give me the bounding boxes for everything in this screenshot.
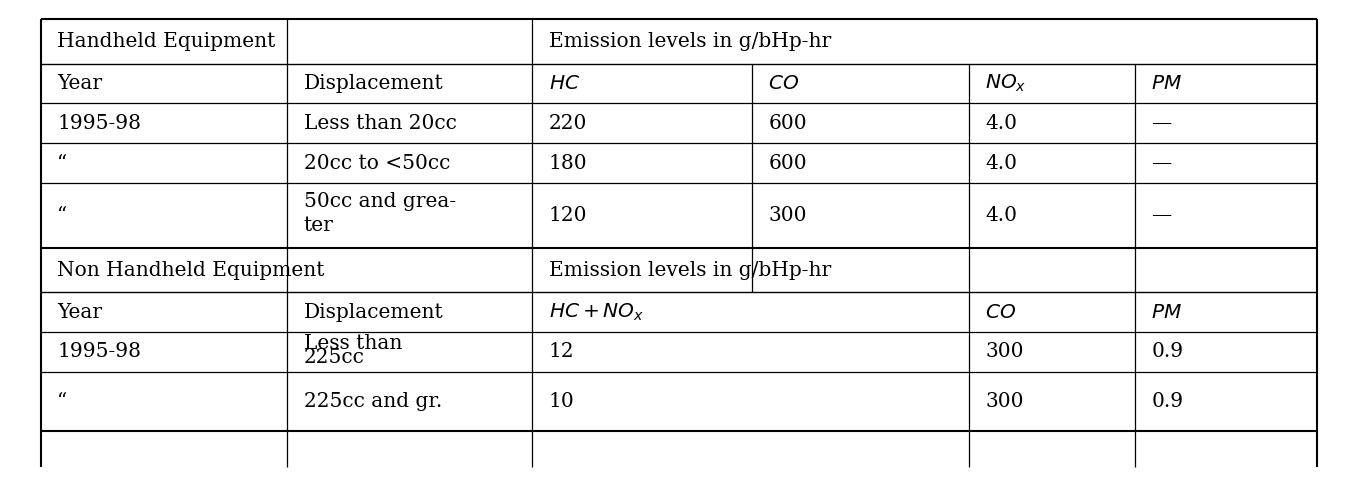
Text: “: “ xyxy=(57,154,68,173)
Text: 20cc to <50cc: 20cc to <50cc xyxy=(304,154,449,173)
Text: Handheld Equipment: Handheld Equipment xyxy=(57,32,276,51)
Text: Year: Year xyxy=(57,74,102,93)
Text: 12: 12 xyxy=(549,342,574,362)
Text: ter: ter xyxy=(304,216,334,235)
Text: Non Handheld Equipment: Non Handheld Equipment xyxy=(57,260,325,279)
Text: 180: 180 xyxy=(549,154,588,173)
Text: $NO_x$: $NO_x$ xyxy=(986,73,1027,94)
Text: 225cc and gr.: 225cc and gr. xyxy=(304,392,441,411)
Text: Emission levels in g/bHp-hr: Emission levels in g/bHp-hr xyxy=(549,32,831,51)
Text: Less than 20cc: Less than 20cc xyxy=(304,114,456,133)
Text: 300: 300 xyxy=(769,206,807,225)
Text: 1995-98: 1995-98 xyxy=(57,114,141,133)
Text: 220: 220 xyxy=(549,114,587,133)
Text: 4.0: 4.0 xyxy=(986,154,1017,173)
Text: 300: 300 xyxy=(986,342,1024,362)
Text: $HC+NO_x$: $HC+NO_x$ xyxy=(549,301,644,323)
Text: $CO$: $CO$ xyxy=(986,303,1016,322)
Text: 0.9: 0.9 xyxy=(1152,342,1183,362)
Text: Less than: Less than xyxy=(304,333,402,353)
Text: Displacement: Displacement xyxy=(304,74,444,93)
Text: “: “ xyxy=(57,206,68,225)
Text: —: — xyxy=(1152,154,1172,173)
Text: Displacement: Displacement xyxy=(304,303,444,322)
Text: Emission levels in g/bHp-hr: Emission levels in g/bHp-hr xyxy=(549,260,831,279)
Text: 1995-98: 1995-98 xyxy=(57,342,141,362)
Text: —: — xyxy=(1152,114,1172,133)
Text: —: — xyxy=(1152,206,1172,225)
Text: 120: 120 xyxy=(549,206,587,225)
Text: Year: Year xyxy=(57,303,102,322)
Text: 10: 10 xyxy=(549,392,574,411)
Text: 0.9: 0.9 xyxy=(1152,392,1183,411)
Text: 600: 600 xyxy=(769,154,807,173)
Text: $HC$: $HC$ xyxy=(549,74,580,93)
Text: 4.0: 4.0 xyxy=(986,206,1017,225)
Text: 600: 600 xyxy=(769,114,807,133)
Text: 300: 300 xyxy=(986,392,1024,411)
Text: 225cc: 225cc xyxy=(304,348,364,367)
Text: 4.0: 4.0 xyxy=(986,114,1017,133)
Text: $PM$: $PM$ xyxy=(1152,74,1183,93)
Text: 50cc and grea-: 50cc and grea- xyxy=(304,192,456,211)
Text: $CO$: $CO$ xyxy=(769,74,800,93)
Text: “: “ xyxy=(57,392,68,411)
Text: $PM$: $PM$ xyxy=(1152,303,1183,322)
